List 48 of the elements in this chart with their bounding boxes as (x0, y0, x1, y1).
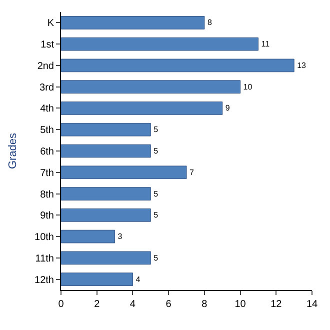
bar (61, 187, 151, 200)
x-tick-label: 12 (270, 299, 282, 310)
bar (61, 37, 258, 51)
y-tick-label: 2nd (37, 60, 54, 72)
bar (61, 251, 151, 265)
bar (61, 122, 151, 136)
bar (61, 16, 205, 30)
y-tick-label: 9th (40, 210, 54, 222)
x-tick-label: 6 (166, 299, 172, 310)
x-tick-label: 10 (234, 299, 246, 310)
y-tick-label: K (47, 18, 54, 30)
data-label: 3 (118, 232, 123, 242)
y-tick-label: 7th (40, 168, 54, 179)
x-tick-label: 2 (94, 299, 100, 310)
bar (61, 80, 241, 94)
data-label: 11 (261, 40, 270, 49)
y-tick-label: 5th (40, 125, 54, 136)
x-tick-label: 0 (58, 299, 64, 310)
data-label: 5 (154, 189, 159, 198)
bar (61, 230, 116, 244)
bar (61, 208, 151, 222)
data-label: 9 (225, 104, 230, 113)
y-axis-title: Grades (7, 132, 20, 170)
bar (61, 272, 133, 286)
y-tick-label: 10th (34, 232, 54, 244)
bar (61, 58, 294, 72)
data-label: 5 (154, 146, 159, 156)
bar (61, 102, 223, 115)
y-tick-label: 12th (34, 274, 54, 286)
y-tick-label: 1st (40, 40, 54, 51)
y-tick-label: 3rd (40, 82, 54, 94)
data-label: 7 (190, 168, 194, 177)
data-label: 13 (297, 60, 307, 70)
x-tick-label: 14 (306, 299, 318, 310)
x-tick-label: 8 (202, 299, 208, 310)
y-tick-label: 4th (40, 104, 54, 115)
bar (61, 166, 187, 180)
data-label: 5 (154, 210, 159, 220)
bar (61, 144, 151, 158)
data-label: 5 (154, 253, 159, 262)
y-tick-label: 8th (40, 189, 54, 200)
data-label: 5 (154, 125, 159, 134)
data-label: 8 (207, 18, 212, 28)
x-tick-label: 4 (130, 299, 136, 310)
data-label: 4 (136, 274, 141, 284)
y-tick-label: 6th (40, 146, 54, 158)
data-label: 10 (243, 82, 253, 92)
y-tick-label: 11th (35, 253, 54, 264)
